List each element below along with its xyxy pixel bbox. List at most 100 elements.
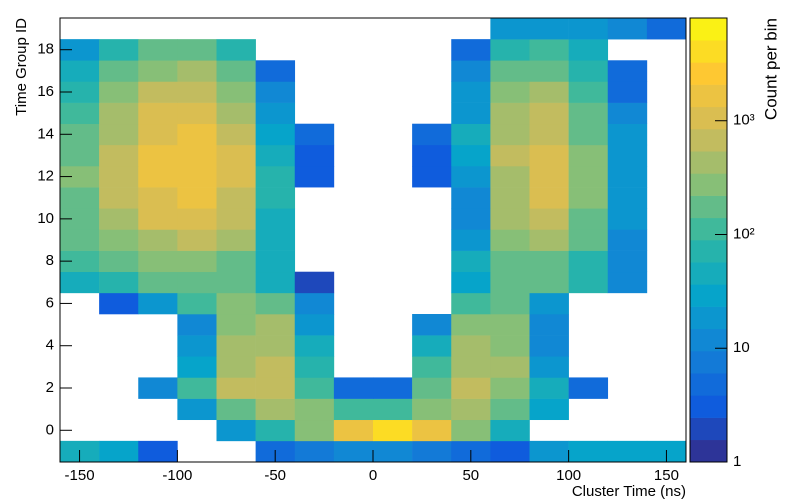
heatmap-cell — [177, 123, 217, 146]
heatmap-cell — [138, 39, 178, 61]
heatmap-cell — [607, 440, 648, 463]
heatmap-cell — [138, 144, 178, 167]
heatmap-cell — [412, 144, 452, 167]
heatmap-cell — [138, 208, 178, 230]
heatmap-cell — [490, 314, 530, 336]
heatmap-cell — [99, 271, 139, 294]
heatmap-cell — [294, 166, 335, 188]
heatmap-cell — [412, 440, 452, 463]
heatmap-cell — [99, 292, 139, 315]
heatmap-cell — [568, 39, 609, 61]
heatmap-cell — [451, 144, 491, 167]
y-tick-label: 12 — [37, 168, 54, 185]
heatmap-cell — [255, 398, 296, 421]
heatmap-cell — [490, 250, 530, 273]
heatmap-cell — [138, 271, 178, 294]
heatmap-cell — [60, 60, 100, 82]
heatmap-cell — [607, 187, 648, 209]
heatmap-cell — [529, 60, 569, 82]
heatmap-cell — [529, 292, 569, 315]
heatmap-cell — [99, 440, 139, 463]
heatmap-cell — [60, 166, 100, 188]
heatmap-cell — [529, 229, 569, 251]
heatmap-cell — [529, 81, 569, 103]
heatmap-cell — [451, 314, 491, 336]
y-tick-label: 2 — [46, 379, 54, 396]
heatmap-cell — [451, 229, 491, 251]
heatmap-cell — [138, 81, 178, 103]
heatmap-cell — [138, 229, 178, 251]
heatmap-cell — [529, 271, 569, 294]
heatmap-cell — [138, 250, 178, 273]
heatmap-cell — [255, 102, 296, 125]
heatmap-cell — [412, 377, 452, 399]
heatmap-cell — [216, 229, 256, 251]
colorbar-tick-label: 10² — [733, 225, 755, 242]
heatmap-cell — [568, 250, 609, 273]
heatmap-cell — [529, 398, 569, 421]
heatmap-cell — [99, 187, 139, 209]
heatmap-cell — [60, 123, 100, 146]
heatmap-cell — [294, 419, 335, 442]
heatmap-cell — [490, 377, 530, 399]
heatmap-cell — [451, 166, 491, 188]
heatmap-cell — [529, 250, 569, 273]
heatmap-cell — [255, 144, 296, 167]
heatmap-cell — [490, 398, 530, 421]
x-axis-title: Cluster Time (ns) — [572, 483, 686, 500]
heatmap-cell — [255, 166, 296, 188]
heatmap-cell — [138, 102, 178, 125]
colorbar-step — [690, 328, 727, 352]
heatmap-cell — [333, 377, 374, 399]
y-tick-label: 8 — [46, 252, 54, 269]
heatmap-cell — [216, 208, 256, 230]
colorbar-step — [690, 40, 727, 63]
heatmap-cell — [412, 356, 452, 378]
heatmap-cell — [451, 60, 491, 82]
heatmap-cell — [607, 166, 648, 188]
heatmap-cell — [568, 271, 609, 294]
heatmap-cell — [568, 123, 609, 146]
heatmap-cell — [138, 166, 178, 188]
colorbar-step — [690, 351, 727, 374]
heatmap-cell — [177, 60, 217, 82]
heatmap-cell — [607, 18, 648, 40]
heatmap-cell — [451, 250, 491, 273]
y-tick-label: 4 — [46, 337, 54, 354]
colorbar-step — [690, 240, 727, 263]
heatmap-cell — [99, 60, 139, 82]
heatmap-cell — [333, 440, 374, 463]
heatmap-cell — [373, 419, 413, 442]
heatmap-cell — [490, 39, 530, 61]
colorbar-step — [690, 84, 727, 108]
heatmap-cell — [451, 356, 491, 378]
heatmap-cell — [490, 81, 530, 103]
colorbar-title: Count per bin — [761, 18, 780, 120]
heatmap-cell — [255, 187, 296, 209]
heatmap-cell — [373, 398, 413, 421]
heatmap-cell — [99, 208, 139, 230]
heatmap-cell — [529, 208, 569, 230]
heatmap-cell — [451, 187, 491, 209]
heatmap-cell — [529, 102, 569, 125]
heatmap-cell — [529, 440, 569, 463]
heatmap-cell — [177, 314, 217, 336]
heatmap-cell — [255, 250, 296, 273]
heatmap-cell — [99, 123, 139, 146]
heatmap-cell — [99, 250, 139, 273]
heatmap-cell — [255, 271, 296, 294]
heatmap-cell — [412, 398, 452, 421]
heatmap-cell — [490, 18, 530, 40]
heatmap-cell — [607, 123, 648, 146]
heatmap-cell — [568, 60, 609, 82]
heatmap-cell — [412, 166, 452, 188]
heatmap-cell — [216, 60, 256, 82]
colorbar-step — [690, 195, 727, 219]
heatmap-cell — [412, 419, 452, 442]
heatmap-cell — [60, 81, 100, 103]
heatmap-cell — [412, 335, 452, 357]
heatmap-cell — [216, 81, 256, 103]
heatmap-cell — [294, 314, 335, 336]
heatmap-cell — [177, 398, 217, 421]
heatmap-cell — [490, 123, 530, 146]
